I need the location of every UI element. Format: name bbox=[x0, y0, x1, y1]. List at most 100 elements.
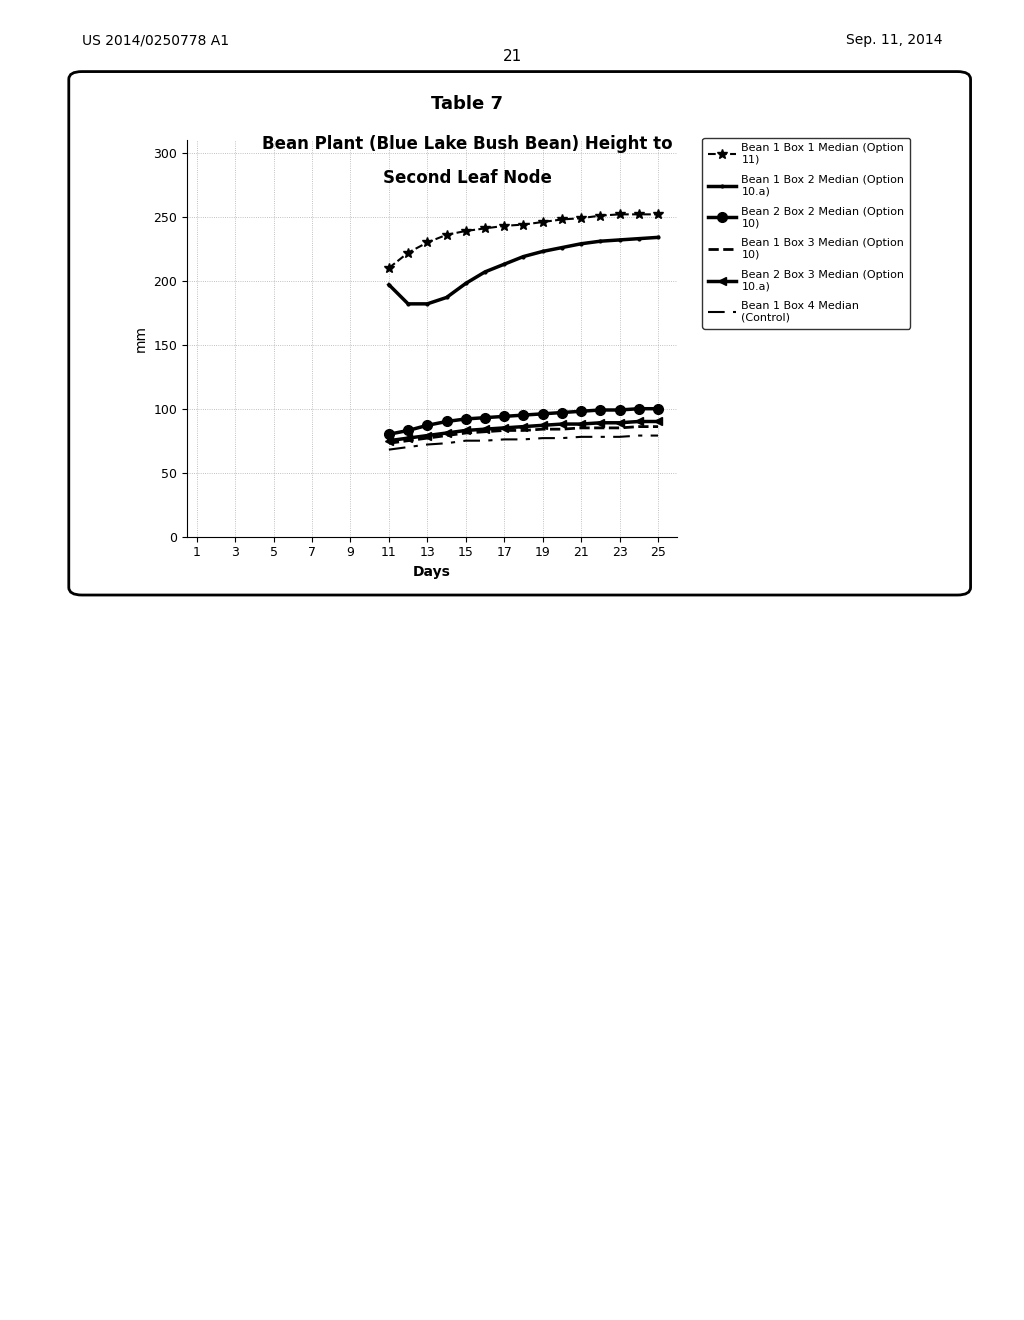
Bean 2 Box 3 Median (Option
10.a) bbox=[440, 425, 453, 441]
Line: Bean 2 Box 2 Median (Option
10): Bean 2 Box 2 Median (Option 10) bbox=[384, 404, 663, 440]
Bean 1 Box 3 Median (Option
10) bbox=[440, 428, 453, 444]
Bean 1 Box 3 Median (Option
10) bbox=[594, 420, 606, 436]
Bean 1 Box 4 Median
(Control) bbox=[498, 432, 510, 447]
Bean 1 Box 2 Median (Option
10.a) bbox=[498, 256, 510, 272]
Bean 1 Box 4 Median
(Control) bbox=[652, 428, 665, 444]
Bean 1 Box 1 Median (Option
11) bbox=[402, 244, 415, 260]
Bean 1 Box 4 Median
(Control) bbox=[383, 442, 395, 458]
Bean 1 Box 2 Median (Option
10.a) bbox=[652, 230, 665, 246]
Bean 2 Box 3 Median (Option
10.a) bbox=[556, 416, 568, 432]
Bean 2 Box 3 Median (Option
10.a) bbox=[633, 413, 645, 429]
Bean 2 Box 2 Median (Option
10) bbox=[537, 407, 549, 422]
Bean 2 Box 2 Median (Option
10) bbox=[479, 409, 492, 425]
Bean 1 Box 2 Median (Option
10.a) bbox=[517, 248, 529, 264]
Bean 1 Box 3 Median (Option
10) bbox=[479, 424, 492, 440]
Bean 2 Box 2 Median (Option
10) bbox=[556, 405, 568, 421]
Bean 2 Box 2 Median (Option
10) bbox=[633, 401, 645, 417]
Bean 2 Box 3 Median (Option
10.a) bbox=[479, 421, 492, 437]
Bean 1 Box 2 Median (Option
10.a) bbox=[594, 234, 606, 249]
Bean 1 Box 2 Median (Option
10.a) bbox=[440, 289, 453, 305]
Bean 2 Box 2 Median (Option
10) bbox=[594, 403, 606, 418]
Bean 1 Box 4 Median
(Control) bbox=[537, 430, 549, 446]
Bean 2 Box 2 Median (Option
10) bbox=[440, 413, 453, 429]
Bean 2 Box 3 Median (Option
10.a) bbox=[575, 416, 588, 432]
Bean 1 Box 4 Median
(Control) bbox=[633, 428, 645, 444]
Bean 1 Box 2 Median (Option
10.a) bbox=[402, 296, 415, 312]
Bean 1 Box 2 Median (Option
10.a) bbox=[556, 240, 568, 256]
Bean 2 Box 2 Median (Option
10) bbox=[498, 408, 510, 424]
Bean 1 Box 1 Median (Option
11) bbox=[594, 207, 606, 223]
Bean 1 Box 4 Median
(Control) bbox=[575, 429, 588, 445]
Bean 1 Box 1 Median (Option
11) bbox=[460, 223, 472, 239]
Bean 2 Box 2 Median (Option
10) bbox=[460, 411, 472, 426]
Bean 2 Box 3 Median (Option
10.a) bbox=[421, 428, 433, 444]
Bean 2 Box 3 Median (Option
10.a) bbox=[517, 418, 529, 434]
Bean 1 Box 4 Median
(Control) bbox=[556, 430, 568, 446]
Bean 1 Box 3 Median (Option
10) bbox=[421, 430, 433, 446]
Bean 2 Box 3 Median (Option
10.a) bbox=[460, 422, 472, 438]
Y-axis label: mm: mm bbox=[134, 325, 147, 352]
Bean 1 Box 1 Median (Option
11) bbox=[556, 211, 568, 227]
Bean 1 Box 2 Median (Option
10.a) bbox=[613, 232, 626, 248]
Bean 1 Box 4 Median
(Control) bbox=[402, 440, 415, 455]
Bean 1 Box 4 Median
(Control) bbox=[460, 433, 472, 449]
Bean 1 Box 3 Median (Option
10) bbox=[556, 421, 568, 437]
Line: Bean 1 Box 3 Median (Option
10): Bean 1 Box 3 Median (Option 10) bbox=[389, 426, 658, 444]
Bean 1 Box 3 Median (Option
10) bbox=[633, 418, 645, 434]
Text: Table 7: Table 7 bbox=[431, 95, 503, 114]
Text: US 2014/0250778 A1: US 2014/0250778 A1 bbox=[82, 33, 229, 48]
Bean 2 Box 2 Median (Option
10) bbox=[383, 426, 395, 442]
FancyBboxPatch shape bbox=[69, 71, 971, 595]
Legend: Bean 1 Box 1 Median (Option
11), Bean 1 Box 2 Median (Option
10.a), Bean 2 Box 2: Bean 1 Box 1 Median (Option 11), Bean 1 … bbox=[702, 137, 910, 329]
Bean 1 Box 4 Median
(Control) bbox=[613, 429, 626, 445]
Bean 1 Box 2 Median (Option
10.a) bbox=[383, 277, 395, 293]
Bean 1 Box 3 Median (Option
10) bbox=[537, 421, 549, 437]
Text: Bean Plant (Blue Lake Bush Bean) Height to: Bean Plant (Blue Lake Bush Bean) Height … bbox=[262, 135, 673, 153]
Bean 2 Box 2 Median (Option
10) bbox=[421, 417, 433, 433]
Bean 1 Box 2 Median (Option
10.a) bbox=[460, 276, 472, 292]
Bean 1 Box 1 Median (Option
11) bbox=[537, 214, 549, 230]
Bean 1 Box 1 Median (Option
11) bbox=[440, 227, 453, 243]
Bean 2 Box 2 Median (Option
10) bbox=[652, 401, 665, 417]
Bean 2 Box 2 Median (Option
10) bbox=[517, 407, 529, 422]
Bean 2 Box 2 Median (Option
10) bbox=[613, 403, 626, 418]
Bean 2 Box 2 Median (Option
10) bbox=[575, 404, 588, 420]
Bean 1 Box 3 Median (Option
10) bbox=[652, 418, 665, 434]
Bean 1 Box 4 Median
(Control) bbox=[594, 429, 606, 445]
Line: Bean 1 Box 2 Median (Option
10.a): Bean 1 Box 2 Median (Option 10.a) bbox=[386, 235, 660, 306]
Line: Bean 1 Box 4 Median
(Control): Bean 1 Box 4 Median (Control) bbox=[389, 436, 658, 450]
Bean 1 Box 3 Median (Option
10) bbox=[402, 433, 415, 449]
Bean 2 Box 3 Median (Option
10.a) bbox=[402, 430, 415, 446]
Line: Bean 2 Box 3 Median (Option
10.a): Bean 2 Box 3 Median (Option 10.a) bbox=[385, 417, 663, 445]
Bean 1 Box 3 Median (Option
10) bbox=[460, 425, 472, 441]
Bean 1 Box 1 Median (Option
11) bbox=[383, 260, 395, 276]
Bean 1 Box 1 Median (Option
11) bbox=[479, 220, 492, 236]
Bean 1 Box 1 Median (Option
11) bbox=[421, 235, 433, 251]
Bean 2 Box 3 Median (Option
10.a) bbox=[652, 413, 665, 429]
Bean 1 Box 3 Median (Option
10) bbox=[383, 436, 395, 451]
Text: Sep. 11, 2014: Sep. 11, 2014 bbox=[846, 33, 942, 48]
Bean 1 Box 3 Median (Option
10) bbox=[498, 422, 510, 438]
Bean 1 Box 1 Median (Option
11) bbox=[633, 206, 645, 222]
Bean 1 Box 3 Median (Option
10) bbox=[575, 420, 588, 436]
Bean 1 Box 2 Median (Option
10.a) bbox=[479, 264, 492, 280]
Bean 1 Box 4 Median
(Control) bbox=[421, 437, 433, 453]
Bean 1 Box 1 Median (Option
11) bbox=[498, 218, 510, 234]
Bean 2 Box 3 Median (Option
10.a) bbox=[594, 414, 606, 430]
Bean 2 Box 3 Median (Option
10.a) bbox=[383, 433, 395, 449]
Bean 1 Box 2 Median (Option
10.a) bbox=[537, 243, 549, 259]
Bean 1 Box 3 Median (Option
10) bbox=[613, 420, 626, 436]
X-axis label: Days: Days bbox=[414, 565, 451, 579]
Bean 1 Box 4 Median
(Control) bbox=[517, 432, 529, 447]
Bean 1 Box 3 Median (Option
10) bbox=[517, 422, 529, 438]
Bean 1 Box 1 Median (Option
11) bbox=[517, 216, 529, 232]
Bean 1 Box 1 Median (Option
11) bbox=[613, 206, 626, 222]
Bean 1 Box 1 Median (Option
11) bbox=[652, 206, 665, 222]
Bean 1 Box 4 Median
(Control) bbox=[479, 433, 492, 449]
Text: 21: 21 bbox=[503, 49, 521, 63]
Bean 2 Box 3 Median (Option
10.a) bbox=[498, 420, 510, 436]
Bean 1 Box 4 Median
(Control) bbox=[440, 436, 453, 451]
Bean 1 Box 2 Median (Option
10.a) bbox=[421, 296, 433, 312]
Bean 1 Box 1 Median (Option
11) bbox=[575, 210, 588, 226]
Bean 1 Box 2 Median (Option
10.a) bbox=[633, 231, 645, 247]
